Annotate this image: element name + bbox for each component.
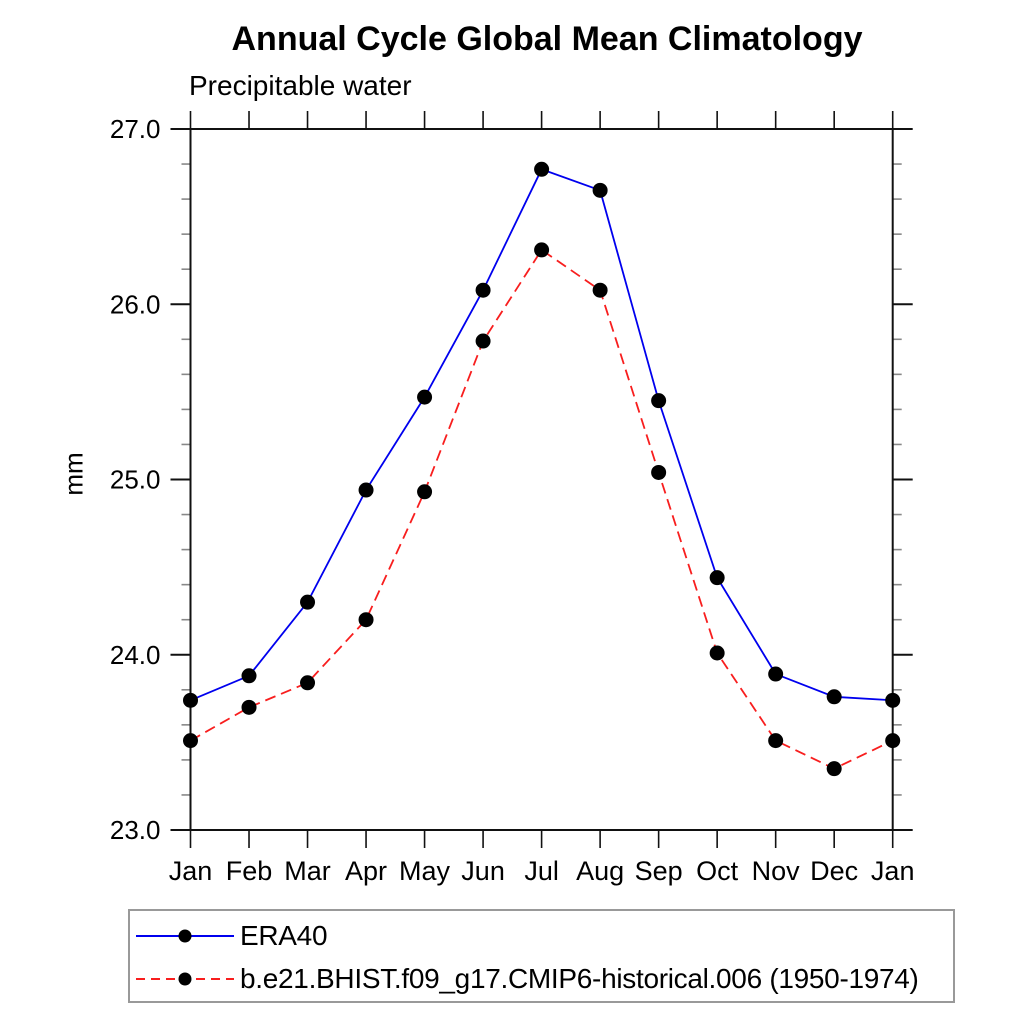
data-point-marker xyxy=(183,692,198,708)
data-point-marker xyxy=(826,761,842,777)
legend-entry-model: b.e21.BHIST.f09_g17.CMIP6-historical.006… xyxy=(134,963,919,994)
data-point-marker xyxy=(592,282,608,298)
legend-entry-era40: ERA40 xyxy=(134,920,328,951)
legend-label-model: b.e21.BHIST.f09_g17.CMIP6-historical.006… xyxy=(240,963,919,994)
data-point-marker xyxy=(183,733,198,749)
x-tick-label: Feb xyxy=(226,856,273,886)
x-tick-label: Jul xyxy=(524,856,559,886)
x-tick-label: Jan xyxy=(169,856,213,886)
data-point-marker xyxy=(885,733,901,749)
y-tick-label: 23.0 xyxy=(110,815,161,845)
series-line-model xyxy=(190,248,894,770)
legend-label-era40: ERA40 xyxy=(240,920,328,951)
x-tick-label: Nov xyxy=(752,856,801,886)
data-point-marker xyxy=(241,668,257,684)
data-point-marker xyxy=(475,282,491,298)
data-point-marker xyxy=(300,675,316,691)
plot-frame xyxy=(189,128,894,831)
y-tick-label: 25.0 xyxy=(110,465,161,495)
data-point-marker xyxy=(417,484,433,500)
data-point-marker xyxy=(826,689,842,705)
data-point-marker xyxy=(300,594,316,610)
x-tick-label: Apr xyxy=(345,856,387,886)
data-point-marker xyxy=(534,242,550,258)
data-point-marker xyxy=(358,612,374,628)
x-tick-label: May xyxy=(399,856,451,886)
x-tick-label: Oct xyxy=(696,856,739,886)
x-tick-label: Sep xyxy=(635,856,683,886)
data-point-marker xyxy=(651,393,667,409)
x-tick-label: Jan xyxy=(871,856,915,886)
x-tick-label: Mar xyxy=(284,856,331,886)
x-tick-label: Aug xyxy=(576,856,624,886)
data-point-marker xyxy=(475,333,491,349)
chart-subtitle: Precipitable water xyxy=(189,70,412,101)
data-point-marker xyxy=(768,666,784,682)
data-point-marker xyxy=(417,389,433,405)
y-tick-label: 27.0 xyxy=(110,114,161,144)
legend-sample-marker xyxy=(178,972,192,986)
data-point-marker xyxy=(709,645,725,661)
legend-sample-marker xyxy=(178,929,192,943)
legend-line-sample-era40 xyxy=(136,929,234,943)
data-point-marker xyxy=(709,570,725,586)
data-point-marker xyxy=(592,182,608,198)
x-tick-label: Jun xyxy=(461,856,505,886)
legend-box: ERA40 b.e21.BHIST.f09_g17.CMIP6-historic… xyxy=(128,909,955,1003)
x-tick-label: Dec xyxy=(810,856,858,886)
data-point-marker xyxy=(241,699,257,715)
legend-line-sample-model xyxy=(136,972,234,986)
data-point-marker xyxy=(885,692,901,708)
data-point-marker xyxy=(358,482,374,498)
data-point-marker xyxy=(768,733,784,749)
y-tick-label: 26.0 xyxy=(110,289,161,319)
data-point-marker xyxy=(651,464,667,480)
data-point-marker xyxy=(534,161,550,177)
chart-title: Annual Cycle Global Mean Climatology xyxy=(231,20,863,58)
y-tick-label: 24.0 xyxy=(110,640,161,670)
